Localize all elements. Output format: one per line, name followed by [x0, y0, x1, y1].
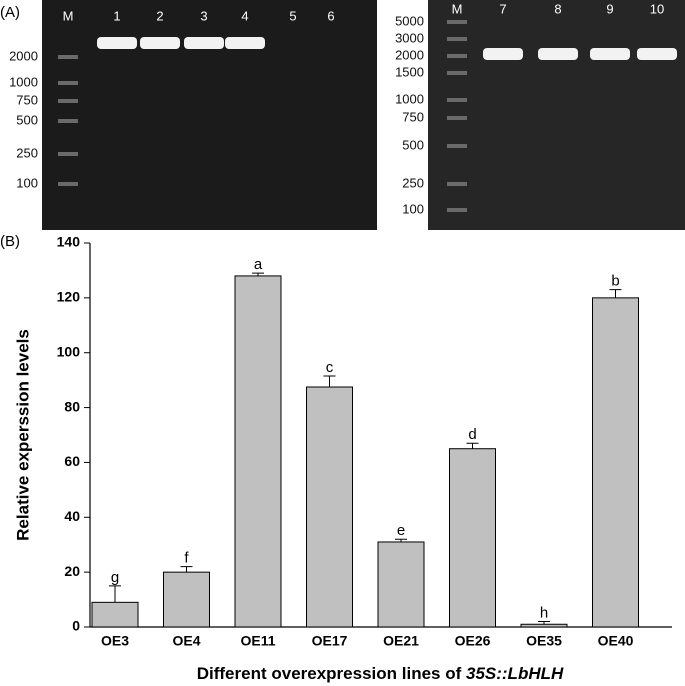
size-label: 750 — [402, 109, 424, 124]
lane-label: 3 — [200, 8, 207, 23]
bar — [377, 541, 425, 628]
lane-label: 4 — [241, 8, 248, 23]
bar — [306, 386, 353, 628]
dna-band — [184, 37, 224, 49]
panel-label: (B) — [0, 233, 20, 250]
y-axis-label: Relative experssion levels — [13, 329, 32, 541]
size-label: 100 — [402, 201, 424, 216]
y-tick-label: 120 — [57, 289, 81, 305]
x-axis-label-part: Different overexpression lines of — [197, 664, 466, 683]
significance-letter: e — [397, 522, 405, 539]
ladder-band — [58, 182, 78, 186]
lane-label: 1 — [113, 8, 120, 23]
gel-left — [42, 0, 377, 230]
y-tick-label: 40 — [64, 508, 80, 524]
lane-label: 8 — [554, 1, 561, 16]
ladder-band — [447, 116, 467, 120]
ladder-band — [58, 81, 78, 85]
size-label: 500 — [402, 137, 424, 152]
lane-label: M — [452, 1, 463, 16]
bar — [520, 623, 568, 628]
gel-right — [428, 0, 685, 230]
significance-letter: b — [611, 273, 619, 290]
size-label: 5000 — [395, 13, 424, 28]
ladder-band — [447, 20, 467, 24]
size-label: 750 — [16, 92, 38, 107]
size-label: 3000 — [395, 30, 424, 45]
ladder-band — [447, 182, 467, 186]
dna-band — [590, 48, 630, 60]
error-bar — [323, 375, 336, 387]
dna-band — [483, 48, 523, 60]
size-label: 1000 — [9, 74, 38, 89]
lane-label: 9 — [606, 1, 613, 16]
lane-label: 6 — [327, 8, 334, 23]
dna-band — [637, 48, 677, 60]
panel-label: (A) — [0, 4, 20, 21]
ladder-band — [447, 37, 467, 41]
bar — [449, 448, 496, 628]
error-bar — [180, 566, 193, 573]
error-bar — [538, 621, 550, 625]
significance-letter: c — [326, 359, 334, 376]
size-label: 1000 — [395, 91, 424, 106]
bar — [91, 601, 139, 628]
error-bar — [252, 272, 264, 276]
y-tick-label: 20 — [64, 563, 80, 579]
error-bar — [395, 538, 407, 542]
significance-letter: h — [540, 604, 548, 621]
y-tick-label: 60 — [64, 453, 80, 469]
dna-band — [97, 37, 137, 49]
ladder-band — [58, 99, 78, 103]
y-tick-label: 100 — [57, 343, 81, 359]
y-tick-label: 140 — [57, 234, 81, 250]
x-tick-label: OE26 — [455, 633, 491, 649]
lane-label: 10 — [650, 1, 664, 16]
dna-band — [225, 37, 265, 49]
x-tick-label: OE21 — [383, 633, 419, 649]
error-bar — [609, 289, 622, 298]
significance-letter: d — [468, 426, 476, 443]
size-label: 250 — [16, 145, 38, 160]
bar — [592, 297, 639, 628]
x-tick-label: OE17 — [312, 633, 348, 649]
ladder-band — [447, 98, 467, 102]
error-bar — [466, 442, 479, 449]
error-bar — [109, 585, 121, 603]
ladder-band — [447, 71, 467, 75]
size-label: 100 — [16, 175, 38, 190]
size-label: 2000 — [395, 47, 424, 62]
significance-letter: a — [254, 256, 263, 273]
lane-label: 5 — [289, 8, 296, 23]
size-label: 1500 — [395, 64, 424, 79]
x-tick-label: OE11 — [240, 633, 275, 649]
x-tick-label: OE35 — [526, 633, 562, 649]
significance-letter: g — [111, 569, 119, 586]
x-axis-label-part: 35S::LbHLH — [466, 664, 564, 683]
size-label: 500 — [16, 112, 38, 127]
lane-label: M — [63, 8, 74, 23]
ladder-band — [58, 119, 78, 123]
ladder-band — [447, 208, 467, 212]
size-label: 2000 — [9, 48, 38, 63]
dna-band — [140, 37, 180, 49]
lane-label: 7 — [499, 1, 506, 16]
y-tick-label: 0 — [72, 618, 80, 634]
ladder-band — [447, 144, 467, 148]
dna-band — [538, 48, 578, 60]
lane-label: 2 — [156, 8, 163, 23]
bar — [163, 571, 210, 628]
x-tick-label: OE3 — [101, 633, 129, 649]
significance-letter: f — [184, 550, 189, 567]
bar — [234, 275, 282, 628]
ladder-band — [58, 152, 78, 156]
y-tick-label: 80 — [64, 398, 80, 414]
ladder-band — [447, 54, 467, 58]
x-axis-label: Different overexpression lines of 35S::L… — [197, 664, 564, 683]
x-tick-label: OE4 — [172, 633, 200, 649]
ladder-band — [58, 55, 78, 59]
size-label: 250 — [402, 175, 424, 190]
x-tick-label: OE40 — [598, 633, 634, 649]
